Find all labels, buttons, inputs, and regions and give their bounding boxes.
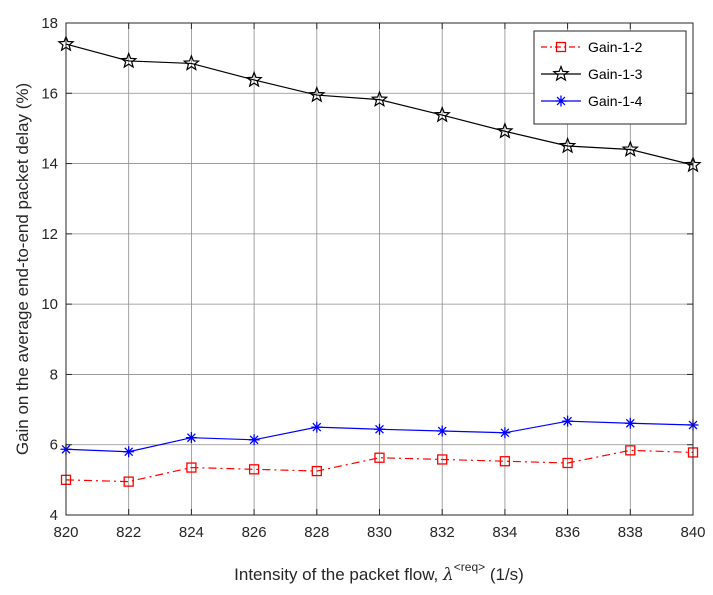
x-tick-label: 828: [304, 524, 329, 541]
data-point-gain-1-3: [308, 85, 326, 103]
data-point-gain-1-2: [625, 445, 636, 456]
x-axis-label: Intensity of the packet flow, λ<req> (1/…: [234, 560, 524, 585]
x-tick-label: 826: [242, 524, 267, 541]
data-point-gain-1-2: [186, 462, 197, 473]
y-axis-label: Gain on the average end-to-end packet de…: [13, 83, 32, 455]
data-point-gain-1-2: [499, 456, 511, 467]
axis-ticks: [65, 22, 694, 516]
series-line-gain-1-2: [65, 449, 694, 483]
data-point-gain-1-4: [624, 417, 636, 429]
data-point-gain-1-2: [311, 465, 322, 477]
y-tick-label: 16: [41, 85, 58, 102]
data-point-gain-1-2: [248, 464, 260, 475]
y-tick-label: 18: [41, 15, 58, 32]
legend-label-gain-1-4: Gain-1-4: [588, 93, 643, 109]
data-point-gain-1-4: [436, 425, 448, 437]
data-point-gain-1-3: [433, 105, 451, 123]
data-point-gain-1-3: [182, 54, 201, 71]
legend-item-gain-1-4: Gain-1-4: [541, 93, 643, 109]
x-tick-label: 822: [116, 524, 141, 541]
data-point-gain-1-3: [621, 140, 640, 157]
data-point-gain-1-4: [123, 446, 135, 458]
data-point-gain-1-4: [374, 423, 385, 435]
x-tick-label: 820: [53, 524, 78, 541]
y-tick-label: 8: [50, 366, 58, 383]
y-tick-label: 10: [41, 296, 58, 313]
legend-marker-gain-1-2: [555, 41, 567, 53]
x-axis-lambda-symbol: λ: [442, 565, 454, 585]
y-tick-label: 6: [50, 437, 58, 454]
data-point-gain-1-3: [119, 51, 138, 69]
legend-marker-gain-1-3: [552, 64, 570, 82]
x-tick-label: 836: [555, 524, 580, 541]
data-point-gain-1-4: [562, 415, 574, 427]
series-line-gain-1-3: [65, 43, 694, 166]
x-axis-unit: (1/s): [485, 565, 524, 584]
data-point-gain-1-3: [558, 136, 577, 154]
data-point-gain-1-3: [245, 70, 263, 88]
legend-item-gain-1-3: Gain-1-3: [541, 64, 643, 82]
data-point-gain-1-2: [437, 454, 448, 465]
data-point-gain-1-4: [311, 421, 323, 433]
series-gain-1-2: [60, 445, 699, 487]
data-point-gain-1-2: [123, 476, 134, 487]
x-tick-label: 824: [179, 524, 204, 541]
x-tick-label: 838: [618, 524, 643, 541]
data-point-gain-1-2: [374, 452, 385, 463]
x-tick-label: 832: [430, 524, 455, 541]
y-tick-label: 4: [50, 507, 58, 524]
data-point-gain-1-3: [496, 122, 514, 139]
data-point-gain-1-4: [248, 434, 260, 446]
data-point-gain-1-4: [499, 427, 511, 439]
legend: Gain-1-2 Gain-1-3 Gain-1-4: [533, 30, 687, 125]
x-tick-label: 840: [680, 524, 705, 541]
data-point-gain-1-4: [185, 432, 197, 444]
legend-marker-gain-1-4: [555, 95, 567, 107]
y-tick-label: 12: [41, 226, 58, 243]
data-point-gain-1-2: [562, 457, 573, 469]
legend-item-gain-1-2: Gain-1-2: [541, 39, 643, 55]
series-gain-1-3: [57, 34, 702, 173]
legend-label-gain-1-2: Gain-1-2: [588, 39, 643, 55]
legend-label-gain-1-3: Gain-1-3: [588, 66, 643, 82]
x-tick-label: 834: [492, 524, 517, 541]
x-tick-label: 830: [367, 524, 392, 541]
tick-labels: 820 822 824 826 828 830 832 834 836 838 840 4 6 8 10 12…: [41, 15, 705, 541]
y-tick-label: 14: [41, 156, 58, 173]
x-axis-superscript: <req>: [454, 560, 485, 574]
data-point-gain-1-3: [370, 90, 389, 108]
